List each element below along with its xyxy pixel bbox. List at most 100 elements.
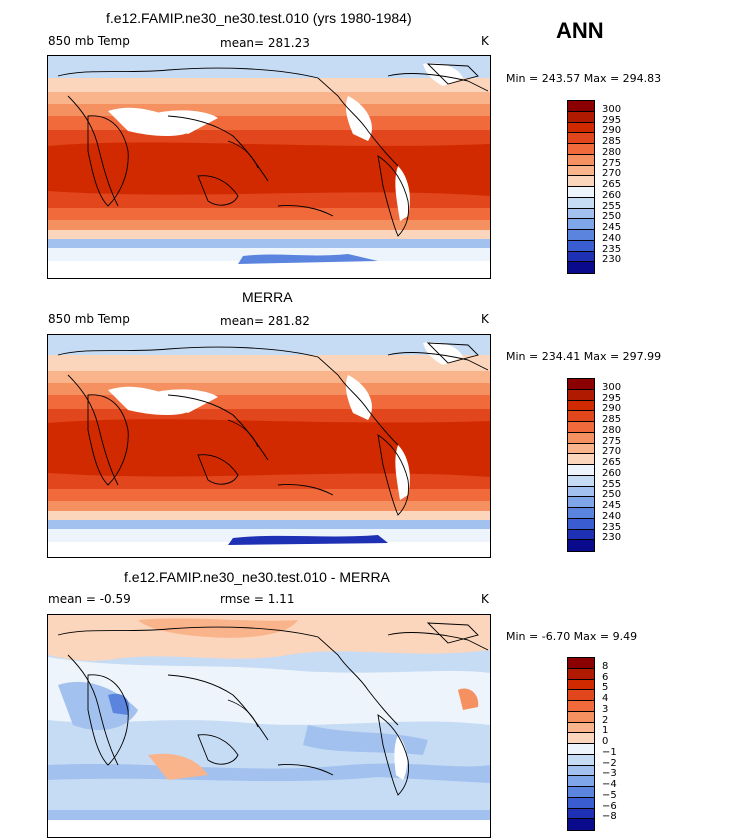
panel-2-map [47, 334, 491, 558]
colorbar-level-label: 2 [602, 714, 609, 726]
colorbar-swatch [568, 508, 594, 519]
panel-1-minmax: Min = 243.57 Max = 294.83 [506, 72, 662, 85]
panel-2-variable-label: 850 mb Temp [48, 312, 130, 326]
colorbar-level-label: 245 [602, 222, 622, 233]
colorbar-swatch [568, 690, 594, 701]
panel-1-map [47, 55, 491, 279]
colorbar-level-label: 255 [602, 478, 622, 490]
colorbar-swatch [568, 187, 594, 198]
colorbar-swatch [568, 529, 594, 541]
panel-3-title: f.e12.FAMIP.ne30_ne30.test.010 - MERRA [124, 569, 390, 585]
colorbar-level-label: 290 [602, 125, 622, 137]
colorbar-swatch [568, 765, 594, 777]
colorbar-swatch [568, 262, 594, 273]
panel-1-units: K [481, 34, 489, 48]
colorbar-swatch [568, 197, 594, 209]
colorbar-swatch [568, 465, 594, 476]
colorbar-level-label: −2 [602, 757, 617, 769]
colorbar-swatch [568, 754, 594, 766]
colorbar-level-label: 240 [602, 510, 622, 522]
colorbar-swatch [568, 518, 594, 530]
colorbar-level-label: 285 [602, 136, 622, 147]
colorbar-swatch [568, 144, 594, 155]
colorbar-swatch [568, 497, 594, 508]
colorbar-swatch [568, 165, 594, 177]
colorbar-swatch [568, 540, 594, 551]
colorbar-swatch [568, 251, 594, 263]
colorbar-swatch [568, 808, 594, 820]
colorbar-level-label: 270 [602, 168, 622, 180]
panel-1-colorbar [567, 100, 595, 274]
colorbar-swatch [568, 486, 594, 498]
colorbar-level-label: 6 [602, 671, 609, 683]
colorbar-level-label: 295 [602, 392, 622, 404]
panel-3-map-svg [48, 615, 490, 837]
colorbar-level-label: 245 [602, 500, 622, 511]
colorbar-swatch [568, 733, 594, 744]
panel-3-rmse-label: rmse = 1.11 [220, 592, 295, 606]
panel-1-variable-label: 850 mb Temp [48, 34, 130, 48]
colorbar-swatch [568, 133, 594, 144]
colorbar-swatch [568, 219, 594, 230]
colorbar-level-label: 300 [602, 381, 622, 393]
colorbar-level-label: 235 [602, 243, 622, 255]
colorbar-swatch [568, 776, 594, 787]
panel-3-map [47, 614, 491, 838]
panel-2-title: MERRA [242, 289, 293, 305]
panel-2-units: K [481, 312, 489, 326]
colorbar-level-label: 1 [602, 725, 609, 737]
colorbar-level-label: 295 [602, 114, 622, 126]
season-label: ANN [556, 18, 604, 43]
colorbar-swatch [568, 111, 594, 123]
colorbar-level-label: 265 [602, 179, 622, 190]
panel-1-title: f.e12.FAMIP.ne30_ne30.test.010 (yrs 1980… [106, 10, 412, 26]
panel-3-minmax: Min = -6.70 Max = 9.49 [506, 630, 638, 643]
colorbar-level-label: 290 [602, 403, 622, 415]
colorbar-swatch [568, 454, 594, 465]
colorbar-level-label: 275 [602, 157, 622, 169]
colorbar-level-label: −5 [602, 789, 617, 801]
colorbar-swatch [568, 658, 594, 669]
panel-1-mean-label: mean= 281.23 [220, 36, 310, 50]
colorbar-level-label: 0 [602, 736, 609, 747]
colorbar-level-label: 240 [602, 232, 622, 244]
colorbar-level-label: 260 [602, 189, 622, 201]
colorbar-level-label: 8 [602, 660, 609, 672]
colorbar-swatch [568, 230, 594, 241]
colorbar-swatch [568, 400, 594, 412]
colorbar-level-label: 265 [602, 457, 622, 468]
colorbar-level-label: 235 [602, 521, 622, 533]
colorbar-level-label: −4 [602, 779, 617, 790]
colorbar-level-label: −3 [602, 768, 617, 780]
colorbar-swatch [568, 711, 594, 723]
colorbar-level-label: 285 [602, 414, 622, 425]
panel-2-colorbar [567, 378, 595, 552]
colorbar-swatch [568, 422, 594, 433]
colorbar-level-label: 3 [602, 703, 609, 715]
colorbar-swatch [568, 443, 594, 455]
colorbar-swatch [568, 475, 594, 487]
panel-2-map-svg [48, 335, 490, 557]
panel-3-colorbar [567, 657, 595, 831]
colorbar-swatch [568, 101, 594, 112]
colorbar-level-label: 5 [602, 682, 609, 694]
colorbar-swatch [568, 240, 594, 252]
colorbar-level-label: 4 [602, 693, 609, 704]
colorbar-level-label: −1 [602, 746, 617, 758]
panel-2-mean-label: mean= 281.82 [220, 314, 310, 328]
panel-3-units: K [481, 592, 489, 606]
colorbar-swatch [568, 176, 594, 187]
colorbar-level-label: 270 [602, 446, 622, 458]
colorbar-level-label: 280 [602, 424, 622, 436]
colorbar-level-label: 260 [602, 467, 622, 479]
colorbar-swatch [568, 411, 594, 422]
panel-2-minmax: Min = 234.41 Max = 297.99 [506, 350, 662, 363]
colorbar-level-label: 230 [602, 532, 622, 544]
colorbar-level-label: 275 [602, 435, 622, 447]
panel-3-colorbar-labels: 8 6 5 4 3 2 1 0 −1 −2 −3 −4 −5 −6 −8 [602, 657, 642, 829]
colorbar-swatch [568, 819, 594, 830]
colorbar-level-label: 255 [602, 200, 622, 212]
colorbar-level-label: −6 [602, 800, 617, 812]
colorbar-swatch [568, 679, 594, 691]
colorbar-level-label: 250 [602, 211, 622, 223]
